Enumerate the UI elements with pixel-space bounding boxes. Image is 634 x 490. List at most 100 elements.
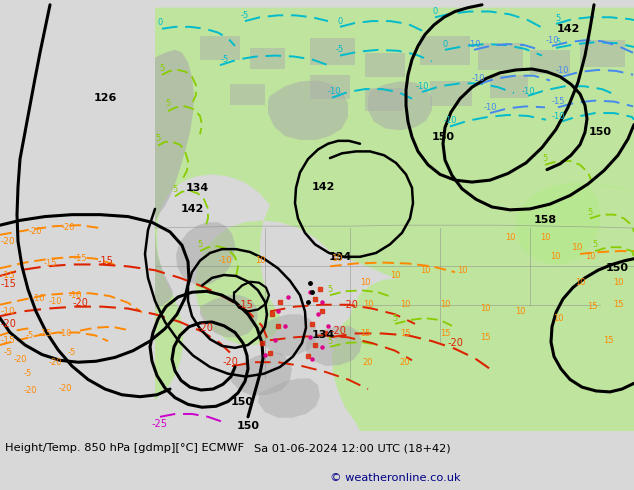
Text: 142: 142 (180, 204, 204, 214)
Text: -5: -5 (24, 369, 32, 378)
Text: -15: -15 (38, 329, 52, 338)
Text: -10: -10 (415, 82, 429, 91)
Text: 15: 15 (400, 329, 410, 338)
Polygon shape (230, 353, 292, 396)
Text: -5: -5 (241, 11, 249, 20)
Text: 10: 10 (515, 307, 525, 316)
Text: -20: -20 (330, 325, 346, 336)
Text: 0: 0 (157, 19, 163, 27)
Text: -10: -10 (467, 40, 481, 49)
Text: 10: 10 (255, 256, 265, 265)
Text: © weatheronline.co.uk: © weatheronline.co.uk (330, 473, 460, 483)
Text: 5: 5 (159, 65, 165, 74)
Text: -15: -15 (237, 300, 253, 310)
Text: -20: -20 (72, 298, 88, 308)
Polygon shape (258, 378, 320, 418)
Text: -10: -10 (555, 67, 569, 75)
Text: -20: -20 (222, 357, 238, 367)
Text: 150: 150 (605, 263, 628, 273)
Text: -10: -10 (443, 116, 456, 125)
Text: 10: 10 (540, 233, 550, 242)
Text: 5: 5 (542, 153, 548, 163)
Text: 134: 134 (185, 183, 209, 193)
Polygon shape (155, 8, 634, 265)
Polygon shape (310, 38, 355, 65)
Polygon shape (200, 36, 240, 60)
Text: 5: 5 (392, 314, 398, 322)
Text: 10: 10 (505, 233, 515, 242)
Polygon shape (365, 88, 403, 111)
Text: 5: 5 (587, 208, 593, 217)
Polygon shape (306, 326, 362, 366)
Text: -20: -20 (1, 237, 15, 246)
Text: 10: 10 (456, 266, 467, 275)
Text: 10: 10 (573, 243, 584, 252)
Text: 10: 10 (359, 278, 370, 287)
Text: -20: -20 (13, 355, 27, 364)
Polygon shape (155, 50, 194, 309)
Polygon shape (155, 8, 634, 431)
Text: -20: -20 (342, 300, 358, 310)
Text: -15: -15 (0, 279, 16, 289)
Text: Height/Temp. 850 hPa [gdmp][°C] ECMWF: Height/Temp. 850 hPa [gdmp][°C] ECMWF (5, 443, 244, 453)
Text: -10: -10 (48, 297, 61, 306)
Text: 5: 5 (592, 240, 598, 249)
Text: -20: -20 (48, 358, 61, 367)
Text: 5: 5 (155, 134, 160, 144)
Text: -25: -25 (152, 418, 168, 429)
Text: -10: -10 (551, 112, 565, 122)
Text: 0: 0 (432, 7, 437, 16)
Text: 150: 150 (231, 397, 254, 408)
Polygon shape (478, 43, 523, 70)
Text: -10: -10 (327, 88, 340, 97)
Text: -15: -15 (1, 270, 15, 279)
Text: -10: -10 (31, 294, 45, 303)
Text: 5: 5 (197, 240, 203, 249)
Text: -10: -10 (1, 307, 15, 316)
Text: -5: -5 (221, 55, 229, 64)
Text: 10: 10 (440, 300, 450, 309)
Text: -5: -5 (336, 46, 344, 54)
Text: 10: 10 (550, 252, 560, 261)
Text: 15: 15 (603, 336, 613, 344)
Text: -10: -10 (58, 329, 72, 338)
Text: 10: 10 (575, 278, 585, 287)
Text: 158: 158 (533, 216, 557, 225)
Text: 5: 5 (172, 185, 178, 194)
Text: -15: -15 (43, 259, 57, 268)
Text: Sa 01-06-2024 12:00 UTC (18+42): Sa 01-06-2024 12:00 UTC (18+42) (254, 443, 450, 453)
Polygon shape (230, 84, 265, 105)
Text: -20: -20 (0, 319, 16, 329)
Text: -20: -20 (197, 323, 213, 333)
Text: 0: 0 (443, 40, 448, 49)
Text: -15: -15 (1, 336, 15, 344)
Text: -20: -20 (23, 387, 37, 395)
Polygon shape (200, 295, 258, 337)
Text: 150: 150 (588, 127, 612, 137)
Text: 15: 15 (612, 300, 623, 309)
Text: 10: 10 (363, 300, 373, 309)
Text: -10: -10 (218, 256, 232, 265)
Text: 10: 10 (420, 266, 430, 275)
Text: -15: -15 (551, 97, 565, 106)
Text: 5: 5 (327, 337, 333, 345)
Polygon shape (580, 40, 625, 67)
Text: 142: 142 (311, 182, 335, 192)
Text: 15: 15 (440, 329, 450, 338)
Text: -20: -20 (447, 338, 463, 348)
Text: -20: -20 (29, 227, 42, 236)
Text: -20: -20 (61, 222, 75, 232)
Polygon shape (176, 222, 235, 286)
Text: 15: 15 (359, 329, 370, 338)
Text: 20: 20 (400, 358, 410, 367)
Text: -5: -5 (26, 331, 34, 340)
Text: -10: -10 (68, 291, 82, 299)
Text: 10: 10 (553, 314, 563, 322)
Text: 10: 10 (390, 271, 400, 280)
Polygon shape (420, 36, 470, 65)
Text: -10: -10 (471, 74, 485, 83)
Polygon shape (259, 314, 316, 356)
Polygon shape (365, 53, 405, 76)
Text: 5: 5 (555, 14, 560, 23)
Text: 126: 126 (93, 93, 117, 103)
